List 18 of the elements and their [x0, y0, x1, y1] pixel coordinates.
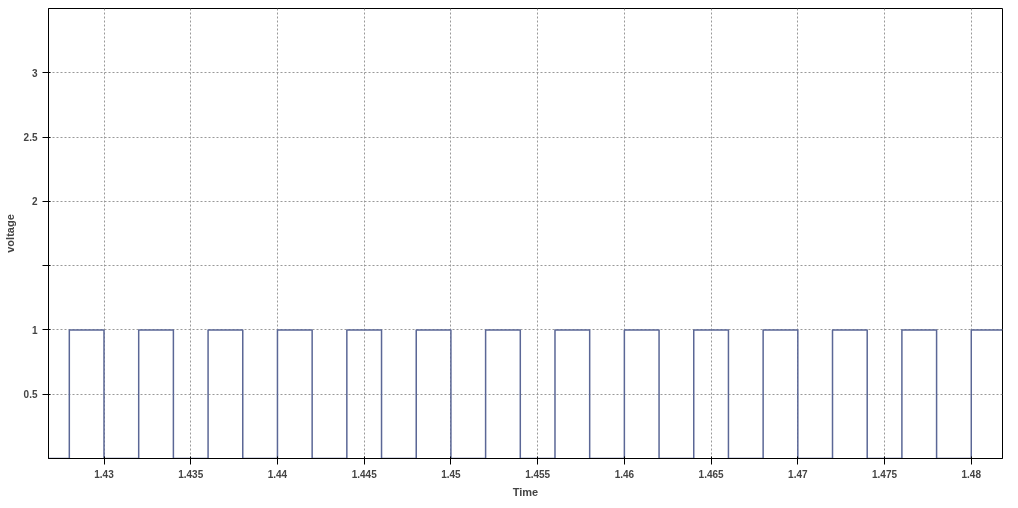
- x-tick-label: 1.46: [614, 468, 635, 480]
- y-tick-label: 2: [31, 196, 38, 208]
- x-tick-label: 1.44: [267, 468, 288, 480]
- x-axis-title: Time: [512, 485, 539, 498]
- x-tick-label: 1.47: [788, 468, 808, 480]
- x-tick-label: 1.445: [351, 468, 378, 480]
- y-tick-label: 2.5: [23, 132, 38, 144]
- x-tick-label: 1.455: [525, 468, 551, 480]
- x-tick-label: 1.435: [178, 468, 204, 480]
- x-tick-label: 1.48: [961, 468, 982, 480]
- y-tick-label: 3: [31, 67, 38, 79]
- x-tick-label: 1.43: [94, 468, 115, 480]
- y-tick-label: 1: [31, 324, 38, 336]
- x-tick-label: 1.475: [872, 468, 898, 480]
- y-tick-label: 0.5: [23, 389, 38, 401]
- y-axis-title: voltage: [3, 214, 16, 253]
- x-tick-label: 1.45: [441, 468, 462, 480]
- x-tick-label: 1.465: [698, 468, 725, 480]
